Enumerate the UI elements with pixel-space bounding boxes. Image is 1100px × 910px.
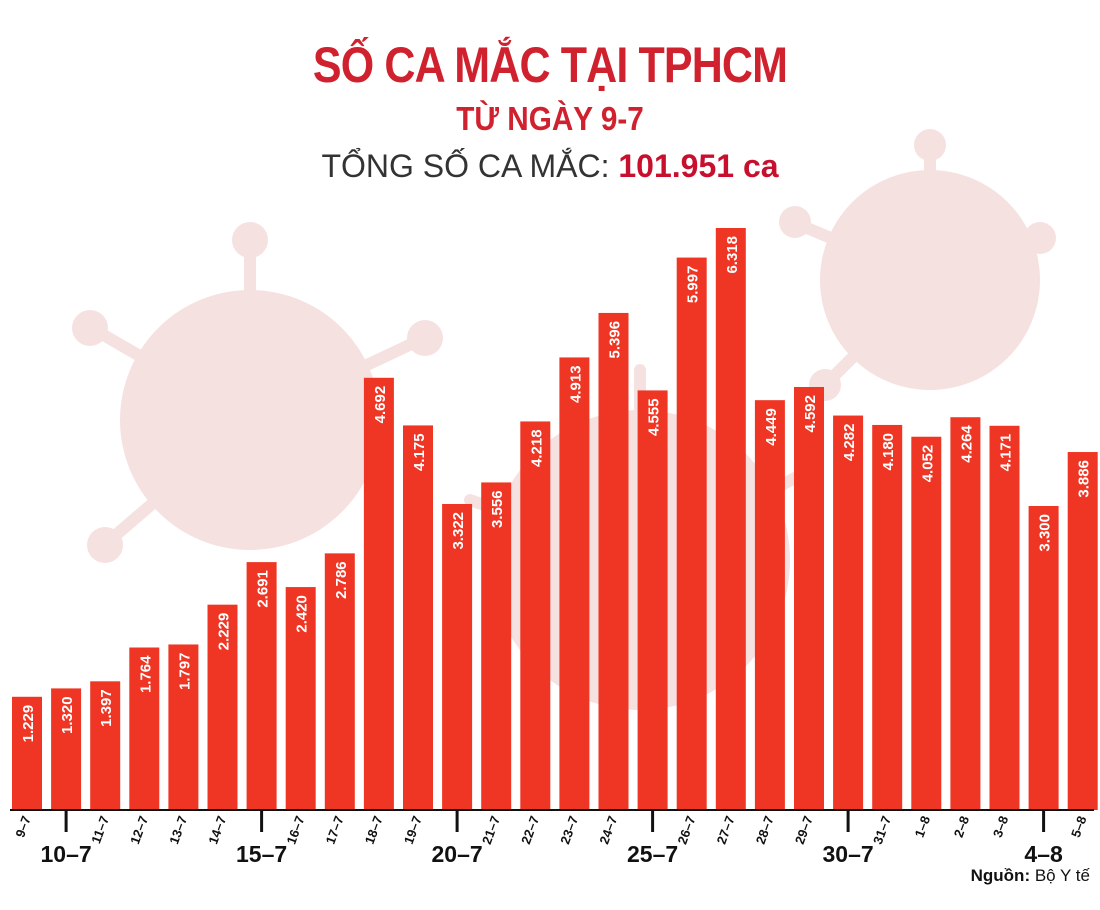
bar-16-7 bbox=[285, 587, 316, 810]
x-tick-label: 17–7 bbox=[323, 814, 347, 846]
x-major-label: 15–7 bbox=[236, 841, 287, 867]
x-major-label: 30–7 bbox=[823, 841, 874, 867]
bar-26-7 bbox=[676, 257, 707, 810]
bar-value-label: 1.229 bbox=[20, 705, 37, 743]
x-tick-label: 18–7 bbox=[362, 814, 386, 846]
bar-11-7 bbox=[90, 681, 121, 810]
x-tick-label: 11–7 bbox=[88, 814, 112, 846]
bar-5-8 bbox=[1067, 452, 1098, 810]
bar-value-label: 4.282 bbox=[841, 424, 858, 462]
x-tick-label: 9–7 bbox=[12, 814, 34, 840]
bar-value-label: 2.420 bbox=[294, 595, 311, 633]
x-tick-label: 14–7 bbox=[205, 814, 229, 846]
bar-value-label: 4.052 bbox=[919, 445, 936, 483]
bar-value-label: 4.180 bbox=[880, 433, 897, 471]
bar-4-8 bbox=[1028, 506, 1059, 810]
bar-30-7 bbox=[833, 415, 864, 810]
x-tick-label: 22–7 bbox=[518, 814, 542, 846]
total-cases: TỔNG SỐ CA MẮC: 101.951 ca bbox=[0, 148, 1100, 185]
bar-31-7 bbox=[872, 424, 903, 810]
bar-value-label: 3.322 bbox=[450, 512, 467, 550]
total-value: 101.951 ca bbox=[618, 148, 779, 184]
source-note: Nguồn: Bộ Y tế bbox=[971, 866, 1090, 886]
bar-value-label: 1.320 bbox=[59, 696, 76, 734]
x-tick-label: 24–7 bbox=[596, 814, 620, 846]
bar-2-8 bbox=[950, 417, 981, 810]
bar-18-7 bbox=[363, 377, 394, 810]
bar-value-label: 1.397 bbox=[98, 689, 115, 727]
bar-1-8 bbox=[911, 436, 942, 810]
bar-24-7 bbox=[598, 312, 629, 810]
total-label: TỔNG SỐ CA MẮC: bbox=[321, 148, 610, 184]
bar-value-label: 4.592 bbox=[802, 395, 819, 433]
bar-value-label: 2.786 bbox=[333, 561, 350, 599]
bar-9-7 bbox=[12, 696, 42, 810]
x-major-label: 25–7 bbox=[627, 841, 678, 867]
bar-value-label: 4.913 bbox=[567, 365, 584, 403]
chart-title: SỐ CA MẮC TẠI TPHCM bbox=[312, 37, 788, 93]
bar-28-7 bbox=[754, 400, 785, 810]
bar-value-label: 2.229 bbox=[216, 613, 233, 651]
x-tick-label: 1–8 bbox=[912, 814, 934, 840]
source-value: Bộ Y tế bbox=[1034, 866, 1090, 885]
x-tick-label: 19–7 bbox=[401, 814, 425, 846]
bar-value-label: 4.555 bbox=[646, 398, 663, 436]
bar-15-7 bbox=[246, 562, 277, 810]
bar-29-7 bbox=[794, 386, 824, 810]
bar-23-7 bbox=[559, 357, 590, 810]
bar-value-label: 5.997 bbox=[685, 266, 702, 304]
bar-value-label: 4.171 bbox=[998, 434, 1015, 472]
bar-25-7 bbox=[637, 390, 668, 810]
source-label: Nguồn: bbox=[970, 866, 1031, 885]
bar-value-label: 3.886 bbox=[1076, 460, 1093, 498]
bar-12-7 bbox=[129, 647, 160, 810]
bar-27-7 bbox=[715, 228, 746, 810]
bar-3-8 bbox=[989, 425, 1020, 810]
x-major-label: 4–8 bbox=[1024, 841, 1063, 867]
bar-value-label: 4.449 bbox=[763, 408, 780, 446]
x-tick-label: 12–7 bbox=[127, 814, 151, 846]
x-tick-label: 13–7 bbox=[166, 814, 190, 846]
x-tick-label: 2–8 bbox=[951, 814, 973, 840]
bar-value-label: 4.264 bbox=[958, 425, 975, 463]
bar-value-label: 6.318 bbox=[724, 236, 741, 274]
bar-21-7 bbox=[481, 482, 512, 810]
bar-13-7 bbox=[168, 644, 199, 810]
bar-value-label: 3.300 bbox=[1037, 514, 1054, 552]
bar-value-label: 2.691 bbox=[255, 570, 272, 608]
bar-10-7 bbox=[51, 688, 82, 810]
x-major-label: 20–7 bbox=[432, 841, 483, 867]
bar-value-label: 1.764 bbox=[137, 655, 154, 693]
x-tick-label: 28–7 bbox=[753, 814, 777, 846]
bar-value-label: 3.556 bbox=[489, 490, 506, 528]
bar-value-label: 4.175 bbox=[411, 433, 428, 471]
x-tick-label: 3–8 bbox=[990, 814, 1012, 840]
bar-value-label: 1.797 bbox=[176, 652, 193, 690]
bar-17-7 bbox=[324, 553, 355, 810]
bar-value-label: 4.692 bbox=[372, 386, 389, 424]
x-major-label: 10–7 bbox=[41, 841, 92, 867]
x-tick-label: 29–7 bbox=[792, 814, 816, 846]
x-tick-label: 23–7 bbox=[557, 814, 581, 846]
bar-value-label: 4.218 bbox=[528, 429, 545, 467]
bar-22-7 bbox=[520, 421, 551, 810]
bar-20-7 bbox=[442, 503, 473, 810]
bar-value-label: 5.396 bbox=[607, 321, 624, 359]
bar-14-7 bbox=[207, 604, 238, 810]
bar-19-7 bbox=[403, 425, 433, 810]
x-tick-label: 27–7 bbox=[714, 814, 738, 846]
x-tick-label: 5–8 bbox=[1068, 814, 1090, 840]
chart-subtitle: TỪ NGÀY 9-7 bbox=[456, 100, 644, 137]
